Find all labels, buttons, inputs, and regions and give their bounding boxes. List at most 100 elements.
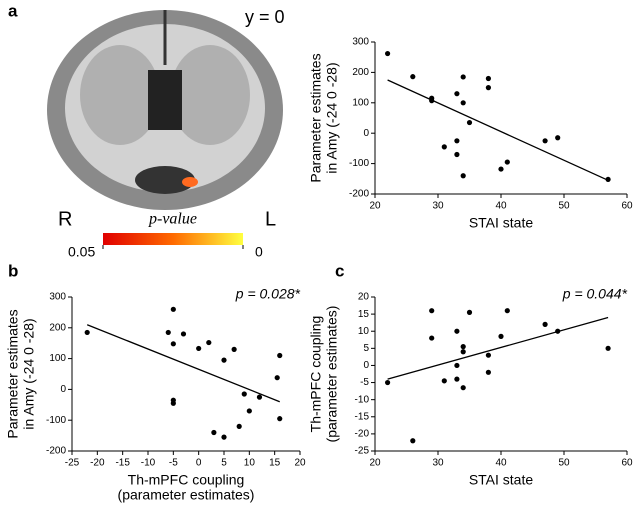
point: [206, 339, 212, 346]
slice-label: y = 0: [245, 7, 285, 27]
point: [504, 308, 510, 314]
x-axis-label: STAI state: [469, 215, 534, 231]
point: [196, 345, 202, 352]
y-tick-label: -10: [355, 394, 370, 405]
panel-label: a: [8, 1, 18, 20]
x-tick-label: 20: [294, 458, 306, 469]
x-tick-label: -5: [169, 458, 178, 469]
x-axis-label: Th-mPFC coupling: [128, 472, 245, 488]
y-tick-label: -20: [355, 429, 370, 440]
point: [180, 331, 187, 337]
point: [542, 138, 548, 144]
point: [277, 352, 283, 359]
y-axis-label: (parameter estimates): [324, 306, 340, 443]
y-axis-label: Parameter estimates: [308, 53, 324, 182]
x-tick-label: 30: [432, 201, 444, 212]
colorbar-title: p-value: [148, 211, 197, 228]
point: [454, 328, 460, 334]
point: [542, 321, 548, 327]
y-tick-label: -200: [349, 189, 369, 200]
point: [485, 85, 491, 91]
point: [277, 416, 283, 422]
fit-line: [387, 79, 609, 181]
point: [410, 74, 416, 80]
point: [231, 346, 237, 352]
x-tick-label: 60: [621, 458, 633, 469]
hemisphere-label: R: [58, 208, 72, 230]
x-axis-label: (parameter estimates): [118, 487, 255, 503]
point: [170, 341, 176, 347]
x-tick-label: 40: [495, 458, 507, 469]
brain-image: [47, 10, 283, 210]
point: [498, 333, 504, 339]
x-tick-label: 60: [621, 201, 633, 212]
point: [460, 385, 466, 391]
hemisphere-label: L: [265, 208, 276, 230]
y-tick-label: 0: [363, 128, 369, 139]
point: [165, 329, 171, 336]
y-axis-label: Th-mPFC coupling: [308, 316, 324, 433]
y-tick-label: 200: [49, 322, 66, 333]
x-tick-label: 50: [558, 458, 570, 469]
y-tick-label: -100: [349, 158, 369, 169]
point: [410, 438, 416, 444]
point: [485, 369, 491, 375]
point: [605, 345, 611, 351]
point: [274, 375, 280, 381]
x-tick-label: 15: [269, 458, 281, 469]
y-tick-label: -25: [355, 446, 370, 457]
y-tick-label: 300: [352, 37, 369, 48]
y-tick-label: 15: [358, 309, 370, 320]
colorbar-tick-label: 0: [255, 244, 263, 260]
point: [429, 335, 435, 341]
colorbar: [103, 233, 243, 245]
x-tick-label: 5: [221, 458, 227, 469]
y-tick-label: -15: [355, 411, 370, 422]
y-tick-label: 10: [358, 326, 370, 337]
x-tick-label: -10: [141, 458, 156, 469]
point: [460, 173, 466, 179]
point: [385, 50, 391, 57]
point: [221, 357, 227, 363]
x-tick-label: 30: [432, 458, 444, 469]
x-tick-label: -15: [115, 458, 130, 469]
y-tick-label: 0: [363, 360, 369, 371]
y-tick-label: -5: [360, 377, 369, 388]
y-tick-label: 300: [49, 292, 66, 303]
fit-line: [86, 324, 280, 403]
x-axis-label: STAI state: [469, 472, 534, 488]
point: [454, 91, 460, 97]
point: [454, 362, 460, 369]
point: [385, 379, 391, 386]
x-tick-label: 20: [369, 201, 381, 212]
point: [429, 308, 435, 314]
point: [241, 391, 247, 397]
y-tick-label: 0: [60, 384, 66, 395]
point: [236, 423, 242, 429]
x-tick-label: 10: [244, 458, 256, 469]
point: [221, 434, 227, 440]
y-axis-label: Parameter estimates: [5, 309, 21, 438]
fit-line: [387, 316, 609, 380]
point: [454, 151, 460, 158]
point: [498, 166, 504, 172]
y-tick-label: 20: [358, 292, 370, 303]
y-tick-label: 200: [352, 67, 369, 78]
point: [485, 352, 491, 358]
point: [460, 74, 466, 80]
panel-label: c: [335, 261, 344, 280]
y-tick-label: -200: [46, 446, 66, 457]
point: [170, 306, 176, 312]
y-axis-label: in Amy (-24 0 -28): [21, 318, 37, 429]
y-tick-label: -100: [46, 415, 66, 426]
point: [454, 138, 460, 144]
x-tick-label: -20: [90, 458, 105, 469]
annotation: p = 0.028*: [235, 286, 301, 302]
point: [441, 144, 447, 150]
colorbar-tick-label: 0.05: [68, 244, 95, 260]
y-axis-label: in Amy (-24 0 -28): [324, 62, 340, 173]
y-tick-label: 100: [352, 97, 369, 108]
x-tick-label: 0: [196, 458, 202, 469]
x-tick-label: 40: [495, 201, 507, 212]
